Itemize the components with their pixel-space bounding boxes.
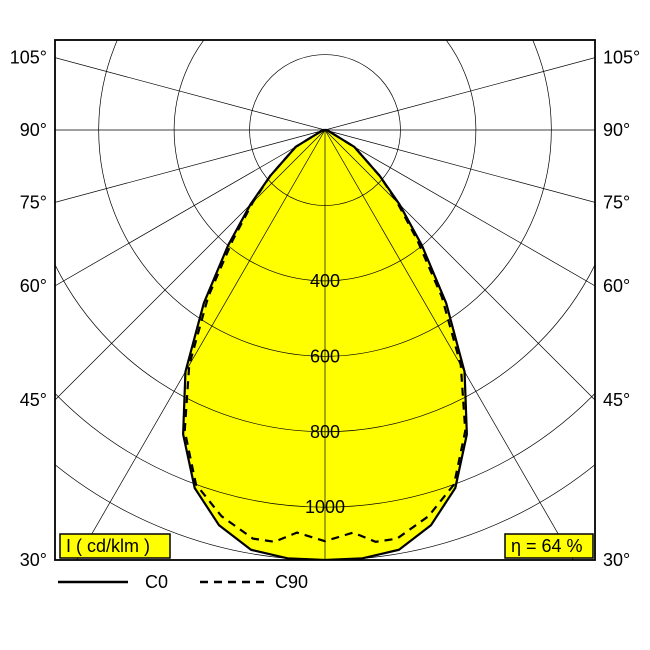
angle-label-left: 105° <box>10 48 47 68</box>
radial-value-label: 400 <box>310 271 340 291</box>
radial-value-label: 800 <box>310 422 340 442</box>
legend-label-c90: C90 <box>275 572 308 592</box>
angle-label-left: 30° <box>20 550 47 570</box>
angle-label-left: 75° <box>20 192 47 212</box>
radial-value-label: 600 <box>310 346 340 366</box>
angle-label-right: 90° <box>603 120 630 140</box>
angle-label-left: 60° <box>20 276 47 296</box>
angle-label-right: 105° <box>603 48 640 68</box>
angular-ray <box>0 0 325 130</box>
photometric-polar-chart: 400 600 800 1000 30° 30° 45° 45° 60° 60° 75° 75° 90°… <box>0 0 650 650</box>
legend-label-c0: C0 <box>145 572 168 592</box>
angular-ray <box>325 0 650 130</box>
angle-label-left: 45° <box>20 390 47 410</box>
efficiency-box-label: η = 64 % <box>511 536 583 556</box>
angle-label-left: 90° <box>20 120 47 140</box>
angle-label-right: 45° <box>603 390 630 410</box>
angle-label-right: 75° <box>603 192 630 212</box>
units-box-label: I ( cd/klm ) <box>66 536 150 556</box>
radial-value-label: 1000 <box>305 497 345 517</box>
angle-label-right: 60° <box>603 276 630 296</box>
angle-label-right: 30° <box>603 550 630 570</box>
